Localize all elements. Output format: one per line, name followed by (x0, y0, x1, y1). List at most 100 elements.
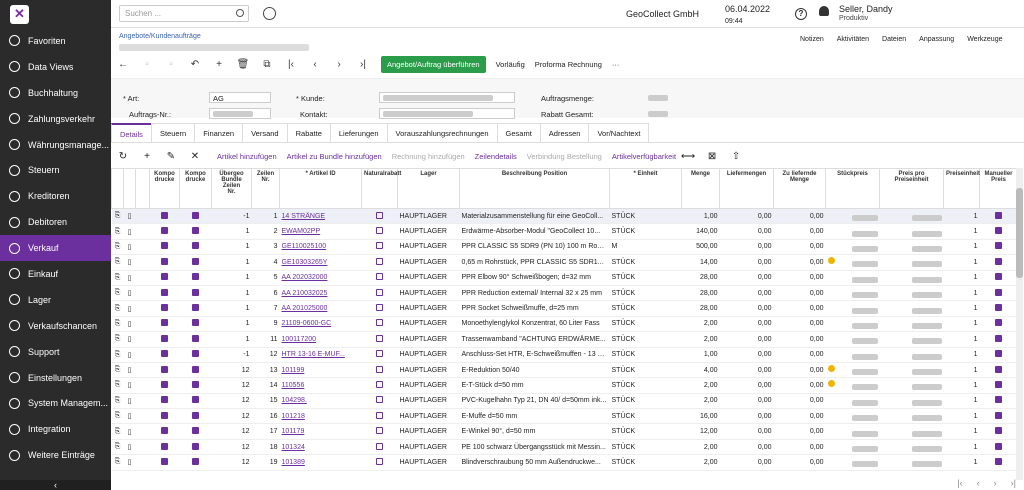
preliminary-button[interactable]: Vorläufig (495, 59, 525, 69)
table-row[interactable]: ⎘ ▯ 12 16 101218 HAUPTLAGER E-Muffe d=50 mm STÜ… (111, 408, 1018, 425)
scroll-thumb[interactable] (1016, 188, 1023, 278)
add-item-button[interactable]: Artikel hinzufügen (217, 151, 277, 161)
refresh-icon[interactable]: ↻ (118, 150, 128, 162)
attachment-icon[interactable]: ⎘ (114, 304, 121, 312)
delete-icon[interactable]: 🗑 (236, 58, 250, 70)
checkbox[interactable] (376, 211, 383, 219)
column-header[interactable] (135, 168, 150, 209)
checkbox[interactable] (192, 319, 199, 327)
note-icon[interactable]: ▯ (127, 305, 132, 313)
sidebar-item-0[interactable]: Favoriten (0, 28, 111, 54)
tab-1[interactable]: Steuern (150, 123, 196, 142)
note-icon[interactable]: ▯ (127, 459, 132, 467)
article-id-link[interactable]: 14 STRÄNGE (281, 212, 326, 220)
sidebar-item-7[interactable]: Debitoren (0, 209, 111, 235)
checkbox[interactable] (376, 242, 383, 250)
checkbox[interactable] (192, 427, 199, 435)
export-excel-icon[interactable]: ⊠ (707, 150, 717, 162)
last-record-icon[interactable]: ›| (360, 58, 366, 70)
note-icon[interactable]: ▯ (127, 444, 132, 452)
table-row[interactable]: ⎘ ▯ 1 7 AA 201025000 HAUPTLAGER PPR Socket Sch… (111, 300, 1018, 317)
table-row[interactable]: ⎘ ▯ -1 12 HTR 13-16 E-MUF... HAUPTLAGER Anschl… (111, 347, 1018, 363)
sidebar-item-5[interactable]: Steuern (0, 157, 111, 183)
customize-link[interactable]: Anpassung (919, 36, 955, 43)
upload-icon[interactable]: ⇧ (731, 150, 741, 162)
note-icon[interactable]: ▯ (127, 351, 132, 359)
next-record-icon[interactable]: › (337, 58, 341, 70)
note-icon[interactable]: ▯ (127, 259, 132, 267)
checkbox[interactable] (376, 365, 383, 373)
table-row[interactable]: ⎘ ▯ 1 5 AA 202032000 HAUPTLAGER PPR Elbow 90° … (111, 270, 1018, 286)
article-id-link[interactable]: 104298. (281, 397, 307, 405)
article-id-link[interactable]: AA 201025000 (281, 305, 328, 313)
article-id-link[interactable]: 101179 (281, 428, 305, 436)
checkbox[interactable] (192, 365, 199, 373)
save-icon[interactable]: ▫ (145, 58, 149, 70)
checkbox[interactable] (192, 211, 199, 219)
column-header[interactable] (123, 168, 136, 209)
sidebar-item-9[interactable]: Einkauf (0, 261, 111, 287)
sidebar-item-1[interactable]: Data Views (0, 54, 111, 80)
article-id-link[interactable]: 21109-0600-GC (281, 320, 332, 328)
checkbox[interactable] (995, 257, 1002, 265)
checkbox[interactable] (995, 442, 1002, 450)
add-invoice-button[interactable]: Rechnung hinzufügen (391, 151, 465, 161)
undo-icon[interactable]: ↶ (190, 58, 200, 70)
pager-button[interactable]: ›| (1010, 478, 1016, 488)
checkbox[interactable] (192, 411, 199, 419)
breadcrumb[interactable]: Angebote/Kundenaufträge (119, 33, 201, 40)
checkbox[interactable] (161, 304, 168, 312)
search-icon[interactable] (236, 9, 244, 17)
column-header[interactable]: Preiseinheit (943, 168, 980, 209)
checkbox[interactable] (161, 365, 168, 373)
proforma-button[interactable]: Proforma Rechnung (534, 59, 602, 69)
checkbox[interactable] (192, 304, 199, 312)
article-id-link[interactable]: GE10303265Y (281, 258, 328, 266)
tab-8[interactable]: Adressen (539, 123, 590, 142)
pager-button[interactable]: › (993, 478, 997, 488)
column-header[interactable]: Preis pro Preiseinheit (879, 168, 944, 209)
note-icon[interactable]: ▯ (127, 213, 132, 221)
prev-record-icon[interactable]: ‹ (313, 58, 317, 70)
sidebar-item-6[interactable]: Kreditoren (0, 183, 111, 209)
attachment-icon[interactable]: ⎘ (114, 335, 121, 343)
note-icon[interactable]: ▯ (127, 397, 132, 405)
app-logo[interactable]: ✕ (0, 0, 111, 28)
checkbox[interactable] (995, 427, 1002, 435)
checkbox[interactable] (995, 319, 1002, 327)
checkbox[interactable] (376, 457, 383, 465)
sidebar-item-15[interactable]: Integration (0, 416, 111, 442)
table-row[interactable]: ⎘ ▯ 12 15 104298. HAUPTLAGER PVC-Kugelhahn Typ… (111, 393, 1018, 410)
checkbox[interactable] (192, 396, 199, 404)
edit-icon[interactable]: ✎ (166, 150, 176, 162)
checkbox[interactable] (995, 457, 1002, 465)
tab-9[interactable]: Vor/Nachtext (588, 123, 650, 142)
column-header[interactable]: Manueller Preis (979, 168, 1018, 209)
pager-button[interactable]: |‹ (957, 478, 963, 488)
table-row[interactable]: ⎘ ▯ 1 9 21109-0600-GC HAUPTLAGER Monoethylengl… (111, 316, 1018, 333)
attachment-icon[interactable]: ⎘ (114, 289, 121, 297)
note-icon[interactable]: ▯ (127, 428, 132, 436)
sidebar-item-12[interactable]: Support (0, 339, 111, 365)
article-id-link[interactable]: AA 210032025 (281, 289, 328, 297)
checkbox[interactable] (995, 211, 1002, 219)
fit-columns-icon[interactable]: ⟷ (680, 150, 696, 162)
checkbox[interactable] (376, 427, 383, 435)
more-button[interactable]: ··· (611, 59, 620, 69)
tab-4[interactable]: Rabatte (286, 123, 331, 142)
note-icon[interactable]: ▯ (127, 336, 132, 344)
checkbox[interactable] (161, 350, 168, 358)
checkbox[interactable] (376, 273, 383, 281)
add-row-icon[interactable]: + (144, 150, 150, 162)
attachment-icon[interactable]: ⎘ (114, 396, 121, 404)
attachment-icon[interactable]: ⎘ (114, 319, 121, 327)
column-header[interactable]: Liefermengen (719, 168, 774, 209)
checkbox[interactable] (995, 227, 1002, 235)
column-header[interactable]: * Artikel ID (279, 168, 362, 209)
add-bundle-button[interactable]: Artikel zu Bundle hinzufügen (286, 151, 382, 161)
add-icon[interactable]: + (216, 58, 222, 70)
row-details-button[interactable]: Zeilendetails (474, 151, 517, 161)
table-row[interactable]: ⎘ ▯ 12 17 101179 HAUPTLAGER E-Winkel 90°, d=50… (111, 423, 1018, 440)
column-header[interactable]: Zeilen Nr. (251, 168, 280, 209)
column-header[interactable]: Beschreibung Position (459, 168, 610, 209)
